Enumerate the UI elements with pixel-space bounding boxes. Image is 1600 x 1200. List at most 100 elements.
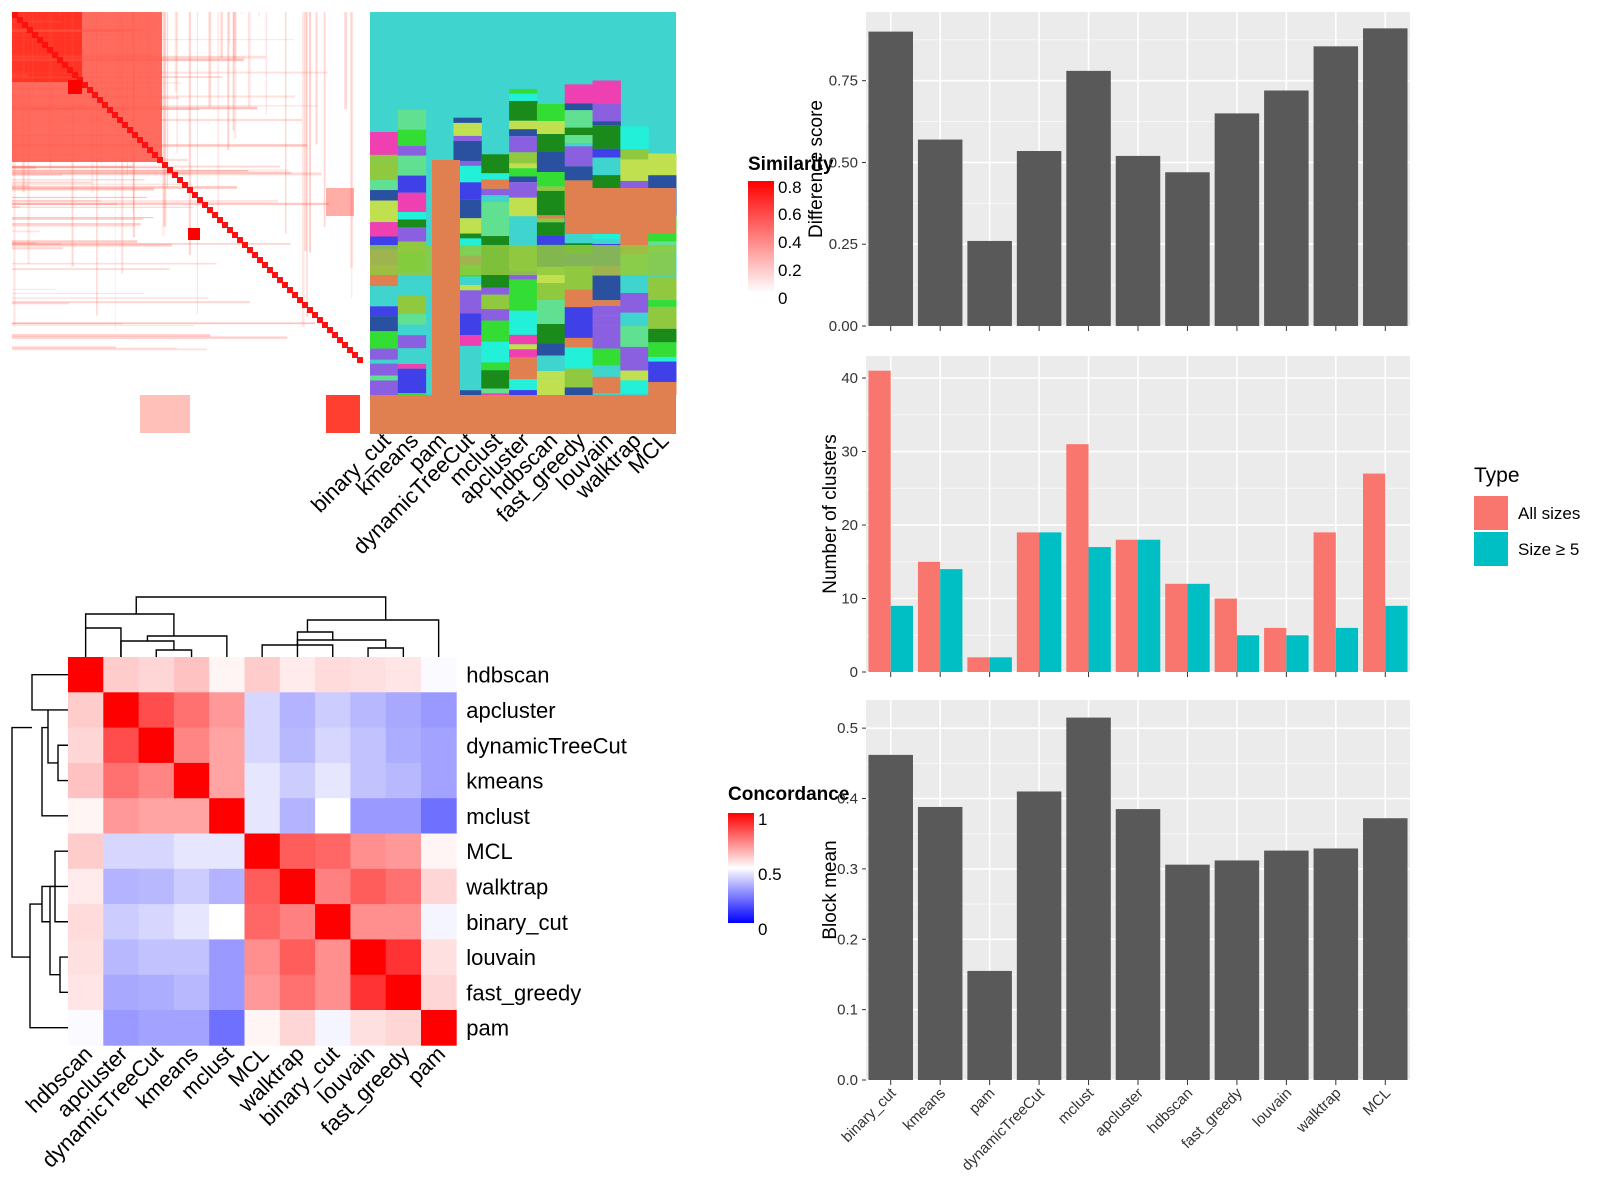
similarity-stripe	[174, 12, 178, 93]
similarity-stripe	[228, 12, 231, 44]
class-cell	[564, 103, 594, 111]
similarity-diagonal-cell	[72, 72, 78, 78]
class-cell	[592, 376, 621, 394]
similarity-stripe	[12, 217, 154, 219]
similarity-stripe	[126, 12, 128, 176]
y-tick-label: 0	[850, 664, 858, 681]
similarity-diagonal-cell	[327, 327, 333, 333]
similarity-diagonal-cell	[257, 257, 263, 263]
class-cell	[397, 335, 427, 349]
dendrogram-branch	[296, 639, 387, 657]
y-tick-label: 0.75	[829, 73, 858, 90]
concordance-cell	[279, 727, 316, 764]
bar	[1115, 539, 1138, 672]
bar	[1115, 809, 1161, 1080]
y-tick-label: 10	[841, 591, 858, 608]
class-cell	[509, 159, 538, 164]
bar	[1165, 864, 1210, 1080]
concordance-cell	[350, 657, 387, 693]
class-cell	[592, 148, 621, 158]
dendrogram-branch	[146, 635, 228, 657]
class-cell	[536, 235, 566, 245]
bar	[1165, 172, 1210, 326]
class-cell	[370, 331, 399, 349]
similarity-stripe	[12, 118, 303, 122]
bar	[1016, 532, 1040, 672]
class-cell	[509, 129, 538, 137]
similarity-stripe	[12, 206, 20, 208]
concordance-cell	[138, 868, 175, 905]
similarity-stripe	[12, 56, 246, 60]
bar	[1214, 860, 1260, 1080]
concordance-cell	[173, 904, 210, 940]
similarity-stripe	[12, 171, 292, 174]
similarity-diagonal-cell	[272, 272, 278, 278]
concordance-cell	[68, 657, 104, 693]
similarity-stripe	[12, 243, 291, 245]
similarity-stripe	[12, 242, 37, 245]
concordance-cell	[173, 868, 210, 905]
bar	[868, 754, 913, 1080]
class-cell	[536, 343, 566, 356]
bar	[1165, 583, 1188, 672]
class-cell	[592, 125, 621, 149]
class-cell	[481, 201, 510, 219]
class-cell	[592, 365, 621, 377]
bar	[1066, 444, 1089, 672]
similarity-diagonal-cell	[227, 227, 233, 233]
concordance-cell	[173, 798, 210, 834]
class-cell	[509, 390, 538, 395]
class-cell	[481, 370, 510, 389]
similarity-stripe	[130, 12, 134, 46]
similarity-stripe	[12, 199, 278, 203]
dendrogram-branch	[120, 640, 175, 657]
similarity-diagonal-cell	[312, 312, 318, 318]
concordance-cell	[173, 1010, 210, 1046]
similarity-stripe	[63, 12, 66, 66]
y-axis-label: Number of clusters	[820, 434, 841, 593]
class-cell	[370, 348, 399, 360]
concordance-row-label: MCL	[466, 839, 512, 864]
similarity-diagonal-cell	[52, 52, 58, 58]
bar	[1236, 635, 1260, 672]
similarity-stripe	[12, 171, 190, 175]
class-cell	[648, 328, 677, 343]
concordance-cell	[385, 727, 422, 764]
bar	[967, 240, 1012, 326]
class-cell	[509, 300, 538, 311]
similarity-stripe	[12, 199, 102, 202]
similarity-stripe	[176, 12, 178, 154]
similarity-stripe	[22, 12, 25, 193]
similarity-stripe	[12, 334, 211, 337]
similarity-stripe	[12, 186, 237, 189]
bar	[1214, 598, 1237, 672]
similarity-stripe	[12, 173, 63, 176]
similarity-diagonal-cell	[302, 302, 308, 308]
class-cell	[536, 121, 566, 135]
concordance-cell	[350, 904, 387, 940]
dendrogram-branch	[367, 647, 405, 657]
class-cell	[370, 306, 399, 317]
similarity-legend-title: Similarity	[748, 154, 834, 175]
class-cell	[620, 274, 649, 293]
y-tick-label: 20	[841, 517, 858, 534]
similarity-stripe	[147, 12, 150, 92]
class-cell	[397, 393, 427, 395]
class-cell	[453, 165, 482, 183]
concordance-cell	[138, 727, 175, 764]
bar	[1138, 539, 1161, 672]
similarity-stripe	[12, 240, 138, 243]
similarity-stripe	[188, 12, 191, 255]
concordance-cell	[421, 762, 457, 799]
concordance-cell	[279, 1010, 316, 1046]
class-cell	[536, 215, 566, 219]
similarity-block	[326, 188, 354, 216]
class-cell	[620, 126, 649, 144]
class-cell	[592, 80, 621, 104]
concordance-cell	[138, 762, 175, 799]
class-cell	[564, 326, 594, 338]
class-cell	[481, 393, 510, 395]
similarity-diagonal-cell	[212, 212, 218, 218]
similarity-stripe	[12, 58, 244, 62]
class-cell	[564, 143, 594, 147]
